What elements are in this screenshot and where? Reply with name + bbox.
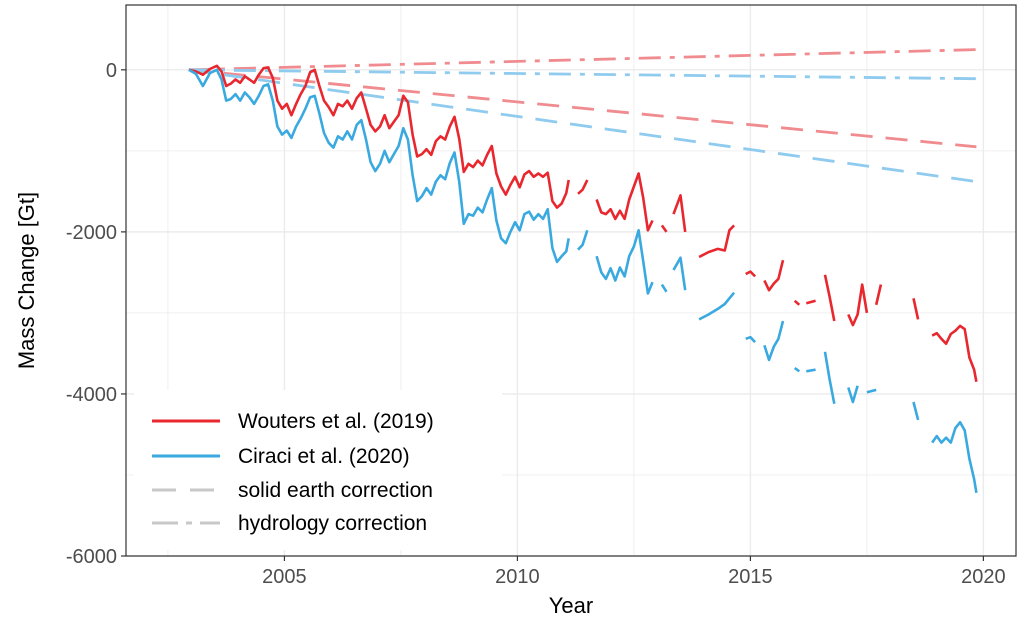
series-line-dashdot-correction-5 [188,68,977,81]
series-line-ciraci-et-al-2020 [912,401,920,421]
y-axis-title: Mass Change [Gt] [14,192,39,369]
series-line-ciraci-et-al-2020 [866,388,877,394]
series-line-ciraci-et-al-2020 [847,385,859,404]
series-line-wouters-et-al-2019 [874,284,883,306]
series-line-ciraci-et-al-2020 [698,291,736,321]
x-tick-label: 2020 [961,566,1006,588]
axes: 2005 2010 2015 2020 0 -2000 -4000 -6000 [66,60,1006,588]
series-line-dashed-correction-3 [188,68,977,183]
x-tick-label: 2015 [728,566,773,588]
legend-label-ciraci-et-al-2020: Ciraci et al. (2020) [238,445,410,468]
y-tick-label: -2000 [66,222,117,244]
series-line-wouters-et-al-2019 [577,179,589,195]
grid [126,5,1016,557]
series-line-ciraci-et-al-2020 [660,283,668,293]
x-axis-title: Year [549,593,593,618]
series-line-wouters-et-al-2019 [912,298,920,320]
y-tick-label: 0 [106,60,117,82]
legend-label-wouters-et-al-2019: Wouters et al. (2019) [238,410,434,433]
y-tick-label: -4000 [66,384,117,406]
series-line-ciraci-et-al-2020 [763,320,785,362]
series-line-wouters-et-al-2019 [188,64,570,209]
legend: Wouters et al. (2019) Ciraci et al. (2020… [134,390,502,550]
series-line-wouters-et-al-2019 [823,274,836,322]
series-line-wouters-et-al-2019 [805,299,816,305]
plot-series [188,48,978,494]
series-line-ciraci-et-al-2020 [577,229,589,251]
legend-label-hydrology-correction: hydrology correction [238,512,427,535]
series-line-ciraci-et-al-2020 [745,335,757,343]
series-line-wouters-et-al-2019 [763,259,785,292]
series-line-wouters-et-al-2019 [793,299,801,306]
series-line-wouters-et-al-2019 [672,194,687,233]
series-line-ciraci-et-al-2020 [823,351,836,404]
series-line-wouters-et-al-2019 [698,224,736,259]
series-line-ciraci-et-al-2020 [595,229,654,295]
legend-background [134,390,502,550]
y-tick-label: -6000 [66,546,117,568]
series-line-ciraci-et-al-2020 [793,366,801,373]
series-line-wouters-et-al-2019 [745,270,757,278]
series-line-ciraci-et-al-2020 [931,420,978,494]
series-line-wouters-et-al-2019 [847,283,869,327]
series-line-ciraci-et-al-2020 [672,256,687,291]
panel-border [125,4,1017,557]
series-line-ciraci-et-al-2020 [188,68,570,264]
series-line-wouters-et-al-2019 [660,224,668,233]
series-line-dashed-correction-2 [188,68,977,149]
legend-label-solid-earth-correction: solid earth correction [238,479,433,502]
x-tick-label: 2005 [262,566,307,588]
series-line-dashdot-correction-4 [188,48,977,72]
series-line-wouters-et-al-2019 [931,324,978,383]
series-line-wouters-et-al-2019 [595,172,654,232]
series-line-ciraci-et-al-2020 [806,368,816,373]
x-tick-label: 2010 [495,566,540,588]
